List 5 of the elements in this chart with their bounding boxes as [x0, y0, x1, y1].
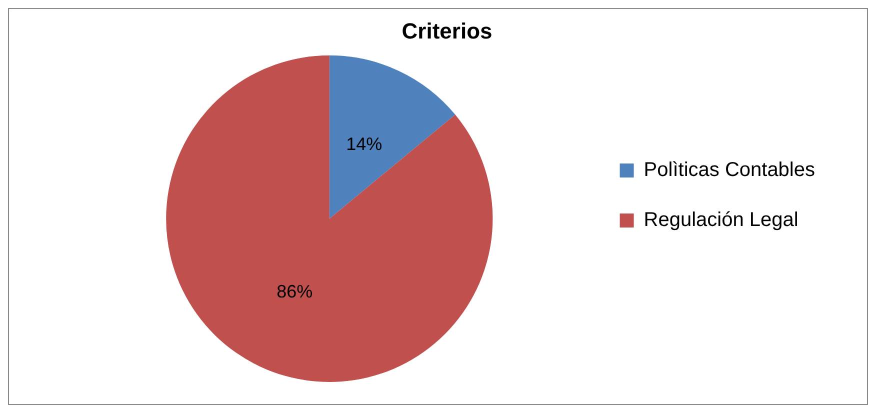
- legend-label: Polìticas Contables: [644, 159, 815, 182]
- data-label: 14%: [346, 134, 382, 154]
- legend-label: Regulación Legal: [644, 209, 798, 232]
- chart-title: Criterios: [402, 18, 492, 44]
- data-label: 86%: [276, 282, 313, 302]
